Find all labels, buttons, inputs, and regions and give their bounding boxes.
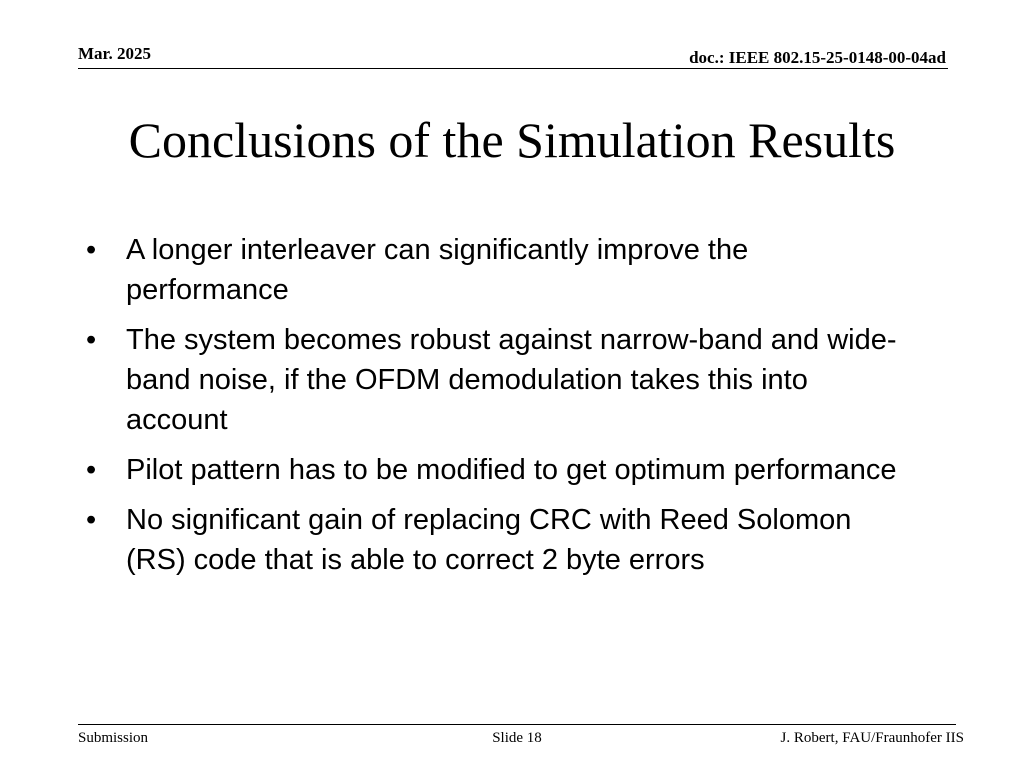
footer-slide-number: Slide 18 [492, 730, 542, 746]
footer-author: J. Robert, FAU/Fraunhofer IIS [780, 730, 964, 746]
footer-divider [78, 724, 956, 725]
bullet-icon: • [86, 234, 97, 266]
bullet-item: • The system becomes robust against narr… [86, 320, 906, 440]
header-document-id: doc.: IEEE 802.15-25-0148-00-04ad [689, 48, 946, 67]
bullet-text: The system becomes robust against narrow… [126, 324, 897, 436]
bullet-icon: • [86, 324, 97, 356]
header-divider [78, 68, 948, 69]
bullet-list: • A longer interleaver can significantly… [86, 230, 906, 590]
slide-title: Conclusions of the Simulation Results [128, 112, 896, 168]
footer-submission: Submission [78, 730, 149, 746]
bullet-icon: • [86, 454, 97, 486]
bullet-text: No significant gain of replacing CRC wit… [126, 504, 852, 576]
bullet-item: • A longer interleaver can significantly… [86, 230, 906, 310]
bullet-icon: • [86, 504, 97, 536]
bullet-item: • No significant gain of replacing CRC w… [86, 500, 906, 580]
header-date: Mar. 2025 [78, 44, 152, 63]
bullet-item: • Pilot pattern has to be modified to ge… [86, 450, 906, 490]
bullet-text: Pilot pattern has to be modified to get … [126, 454, 897, 486]
bullet-text: A longer interleaver can significantly i… [126, 234, 749, 306]
